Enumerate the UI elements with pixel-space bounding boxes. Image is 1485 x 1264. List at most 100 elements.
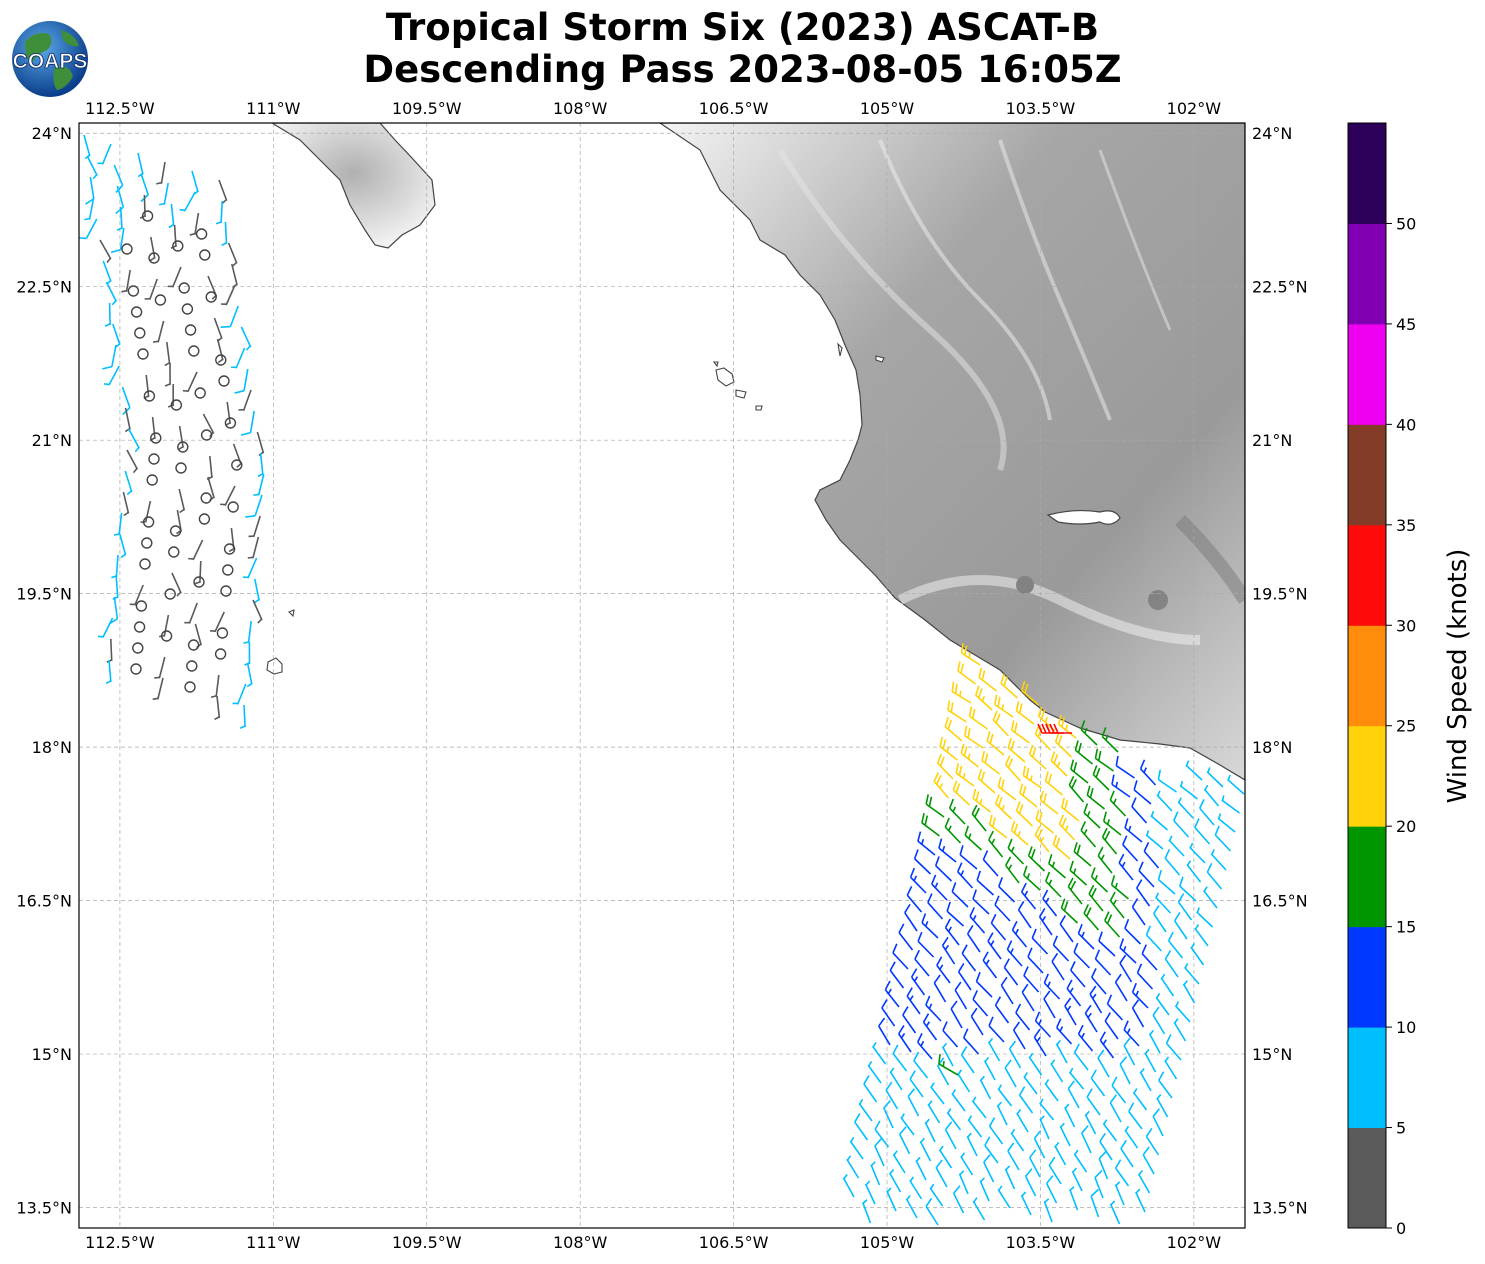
wind-barb bbox=[955, 763, 975, 787]
wind-barb bbox=[247, 536, 260, 559]
wind-barb bbox=[1099, 1132, 1113, 1161]
wind-barb bbox=[1083, 904, 1100, 931]
wind-barb bbox=[925, 995, 942, 1022]
wind-barb bbox=[164, 362, 171, 387]
wind-barb bbox=[947, 700, 967, 723]
wind-barb bbox=[960, 643, 981, 666]
wind-barb bbox=[1185, 760, 1203, 781]
wind-barb bbox=[1005, 755, 1022, 782]
wind-barb bbox=[1007, 838, 1025, 865]
wind-barb bbox=[917, 831, 936, 856]
wind-barb bbox=[921, 913, 939, 939]
wind-barb bbox=[209, 611, 225, 633]
wind-barb bbox=[1160, 973, 1175, 997]
wind-barb bbox=[971, 804, 987, 832]
wind-barb bbox=[1037, 723, 1064, 734]
wind-barb bbox=[110, 227, 125, 254]
colorbar-tick-label: 20 bbox=[1396, 817, 1416, 836]
wind-barb bbox=[944, 1121, 957, 1150]
wind-barb bbox=[232, 683, 247, 705]
wind-barb bbox=[1033, 1130, 1046, 1159]
wind-calm-circle bbox=[220, 585, 232, 597]
wind-calm-circle bbox=[184, 324, 197, 336]
wind-barb bbox=[1088, 884, 1104, 912]
wind-barb bbox=[1132, 1088, 1148, 1111]
wind-barb bbox=[1123, 1020, 1140, 1047]
wind-barb bbox=[227, 242, 238, 267]
wind-speed-colorbar: 0 5 10 15 20 25 30 35 40 45 50 bbox=[1347, 122, 1416, 1238]
wind-barb bbox=[188, 539, 204, 561]
wind-barb bbox=[1012, 1021, 1026, 1050]
wind-calm-circle bbox=[130, 663, 142, 675]
wind-barb bbox=[1194, 924, 1209, 947]
wind-barb bbox=[1056, 1018, 1073, 1045]
wind-barb bbox=[952, 1185, 965, 1214]
wind-barb bbox=[1004, 1165, 1016, 1190]
wind-barb bbox=[1073, 842, 1092, 867]
wind-barb bbox=[1133, 780, 1152, 805]
wind-barb bbox=[214, 695, 221, 721]
wind-barb bbox=[113, 512, 123, 537]
wind-calm-circle bbox=[181, 303, 194, 315]
wind-barb bbox=[167, 266, 182, 288]
wind-barb bbox=[1145, 830, 1164, 850]
lat-tick-label-right: 19.5°N bbox=[1252, 585, 1308, 604]
lon-tick-label-bottom: 111°W bbox=[246, 1233, 301, 1252]
wind-barb bbox=[1136, 963, 1154, 990]
wind-barb bbox=[1073, 1043, 1089, 1071]
wind-barb bbox=[1086, 1088, 1101, 1116]
wind-barb bbox=[959, 845, 978, 870]
wind-barb bbox=[1135, 1188, 1146, 1213]
lon-tick-label-bottom: 103.5°W bbox=[1006, 1233, 1076, 1252]
wind-barb bbox=[987, 932, 1002, 960]
wind-barb bbox=[994, 794, 1013, 820]
wind-barb bbox=[1008, 1040, 1022, 1069]
wind-calm-circle bbox=[231, 459, 243, 471]
lon-tick-label-bottom: 106.5°W bbox=[699, 1233, 769, 1252]
wind-barb bbox=[1199, 799, 1215, 826]
wind-barb bbox=[1051, 952, 1065, 981]
lon-tick-label-top: 103.5°W bbox=[1006, 99, 1076, 118]
wind-barb bbox=[952, 780, 971, 806]
wind-barb bbox=[231, 347, 246, 369]
wind-barb bbox=[846, 1155, 860, 1179]
wind-barb bbox=[983, 1056, 996, 1081]
wind-barb bbox=[958, 1170, 969, 1195]
plot-title-line-2: Descending Pass 2023-08-05 16:05Z bbox=[363, 48, 1122, 91]
wind-barb bbox=[874, 1138, 885, 1167]
wind-barb bbox=[1031, 928, 1049, 955]
wind-barb bbox=[1164, 849, 1181, 876]
wind-calm-circle bbox=[172, 240, 184, 252]
wind-barb bbox=[1024, 1168, 1037, 1197]
lat-tick-label-left: 15°N bbox=[32, 1045, 72, 1064]
wind-barb bbox=[1153, 904, 1167, 933]
wind-barb bbox=[1152, 1108, 1164, 1137]
wind-calm-circle bbox=[222, 564, 234, 576]
map-frame bbox=[78, 122, 1246, 1229]
wind-barb bbox=[1020, 882, 1037, 910]
lon-tick-label-bottom: 108°W bbox=[553, 1233, 608, 1252]
wind-barb bbox=[917, 931, 935, 958]
wind-barb bbox=[1152, 1006, 1166, 1035]
wind-calm-circle bbox=[205, 291, 217, 303]
wind-barb bbox=[1039, 790, 1059, 815]
wind-barb bbox=[194, 560, 202, 585]
wind-barb bbox=[1060, 898, 1079, 924]
terrain-texture bbox=[777, 139, 1245, 645]
wind-barb bbox=[218, 179, 228, 204]
wind-barb bbox=[990, 913, 1007, 941]
wind-barb bbox=[1043, 1198, 1053, 1223]
wind-barb bbox=[240, 326, 252, 351]
wind-calm-circle bbox=[141, 210, 154, 222]
wind-barb bbox=[1007, 738, 1026, 763]
wind-barb bbox=[927, 893, 944, 920]
wind-barb bbox=[1052, 834, 1071, 860]
wind-barb bbox=[929, 1183, 944, 1207]
wind-calm-circle bbox=[187, 639, 200, 651]
wind-barb bbox=[968, 706, 988, 730]
colorbar-segment bbox=[1348, 926, 1386, 1028]
lon-tick-label-bottom: 102°W bbox=[1167, 1233, 1222, 1252]
wind-barb bbox=[86, 155, 98, 180]
wind-barb bbox=[1042, 889, 1058, 917]
wind-barb bbox=[238, 389, 252, 411]
